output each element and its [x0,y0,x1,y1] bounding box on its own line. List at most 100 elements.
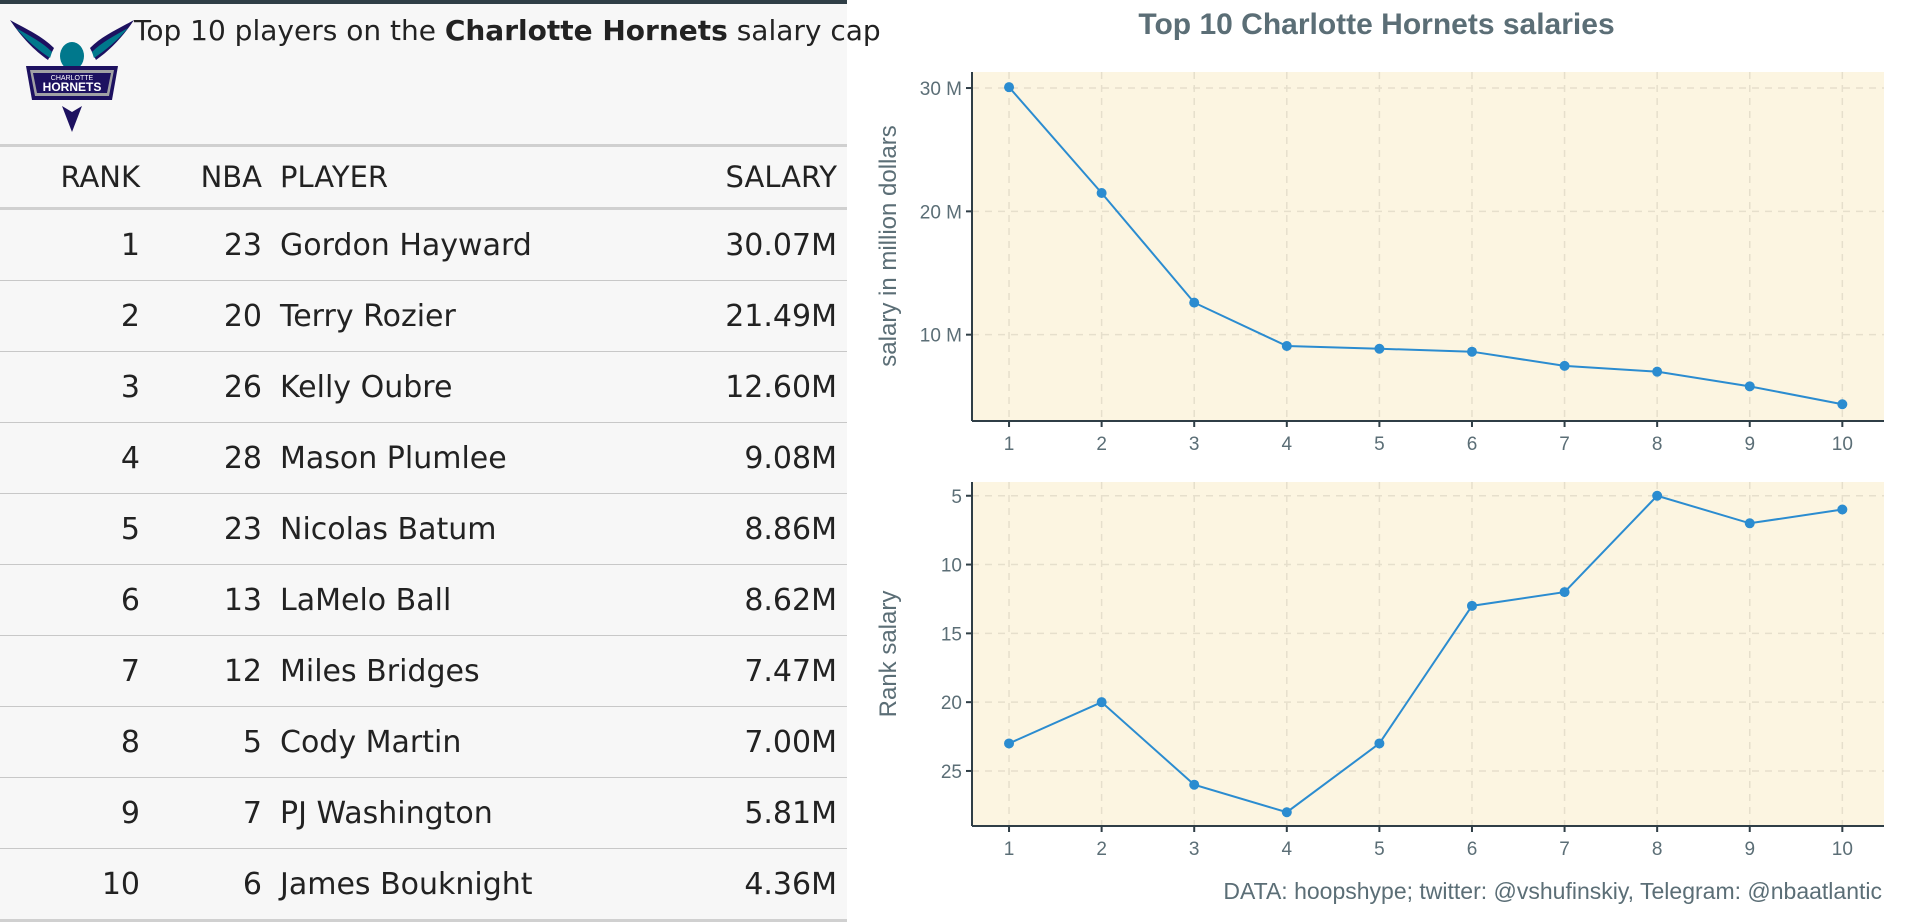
salary-ylabel: salary in million dollars [875,125,902,366]
hornets-logo: CHARLOTTE HORNETS [10,20,134,132]
salary-data-point [1466,346,1477,357]
cell-rank: 10 [0,848,140,922]
cell-rank: 8 [0,706,140,778]
salary-data-point [1837,399,1848,410]
cell-salary: 5.81M [637,777,847,849]
table-header-row: RANK NBA PLAYER SALARY [0,144,847,210]
cell-player: LaMelo Ball [280,564,637,636]
rank-data-point [1004,738,1015,749]
cell-rank: 6 [0,564,140,636]
salary-data-point [1652,366,1663,377]
salary-data-point [1374,343,1385,354]
rank-ytick-label: 15 [941,624,962,645]
charts-panel: Top 10 Charlotte Hornets salaries 10 M 20… [847,0,1906,919]
salary-data-point [1559,360,1570,371]
salary-table: RANK NBA PLAYER SALARY 1 23 Gordon Haywa… [0,144,847,922]
salary-xtick-label: 10 [1832,434,1853,455]
salary-xtick-label: 4 [1282,434,1293,455]
rank-xtick-label: 7 [1559,839,1570,860]
cell-player: Cody Martin [280,706,637,778]
salary-xtick-label: 8 [1652,434,1663,455]
rank-data-point [1096,697,1107,708]
cell-player: Terry Rozier [280,280,637,352]
rank-xtick-label: 8 [1652,839,1663,860]
cell-rank: 2 [0,280,140,352]
cell-rank: 1 [0,208,140,281]
rank-data-point [1837,504,1848,515]
data-source-caption: DATA: hoopshype; twitter: @vshufinskiy, … [1223,878,1882,904]
table-row: 10 6 James Bouknight 4.36M [0,848,847,922]
salary-xtick-label: 2 [1096,434,1107,455]
cell-salary: 8.86M [637,493,847,565]
table-title: Top 10 players on the Charlotte Hornets … [134,14,881,47]
cell-salary: 30.07M [637,208,847,281]
rank-xtick-label: 1 [1004,839,1015,860]
salary-data-point [1096,187,1107,198]
salary-data-point [1281,341,1292,352]
rank-xtick-label: 3 [1189,839,1200,860]
table-row: 1 23 Gordon Hayward 30.07M [0,208,847,281]
table-row: 6 13 LaMelo Ball 8.62M [0,564,847,636]
rank-data-point [1559,587,1570,598]
salary-xtick-label: 9 [1744,434,1755,455]
cell-nba: 23 [140,208,280,281]
table-row: 7 12 Miles Bridges 7.47M [0,635,847,707]
cell-rank: 3 [0,351,140,423]
cell-player: James Bouknight [280,848,637,922]
salary-ytick-label: 10 M [920,326,962,347]
rank-plot-background [972,482,1884,826]
cell-salary: 7.00M [637,706,847,778]
column-header-player: PLAYER [280,144,637,210]
rank-xtick-label: 10 [1832,839,1853,860]
rank-line-chart: 5 10 15 20 25 1 2 3 4 5 6 7 8 9 10 Rank salary [875,482,1884,860]
cell-nba: 26 [140,351,280,423]
cell-nba: 12 [140,635,280,707]
rank-ytick-label: 25 [941,762,962,783]
team-name: Charlotte Hornets [444,14,728,47]
rank-data-point [1744,518,1755,529]
table-row: 3 26 Kelly Oubre 12.60M [0,351,847,423]
cell-salary: 4.36M [637,848,847,922]
salary-ytick-label: 30 M [920,79,962,100]
salary-xtick-label: 1 [1004,434,1015,455]
cell-player: Nicolas Batum [280,493,637,565]
column-header-rank: RANK [0,144,140,210]
rank-xtick-label: 6 [1467,839,1478,860]
rank-data-point [1466,600,1477,611]
cell-rank: 9 [0,777,140,849]
salary-plot-background [972,72,1884,421]
cell-salary: 9.08M [637,422,847,494]
cell-salary: 8.62M [637,564,847,636]
cell-nba: 5 [140,706,280,778]
rank-ytick-label: 5 [951,487,962,508]
table-row: 5 23 Nicolas Batum 8.86M [0,493,847,565]
cell-nba: 20 [140,280,280,352]
rank-xtick-label: 9 [1744,839,1755,860]
svg-text:HORNETS: HORNETS [43,80,102,94]
rank-data-point [1189,779,1200,790]
rank-xtick-label: 2 [1096,839,1107,860]
rank-data-point [1652,490,1663,501]
cell-nba: 7 [140,777,280,849]
rank-series-line [1008,494,1843,814]
salary-data-point [1189,297,1200,308]
rank-xtick-label: 5 [1374,839,1385,860]
cell-salary: 7.47M [637,635,847,707]
cell-salary: 21.49M [637,280,847,352]
cell-rank: 5 [0,493,140,565]
cell-player: Kelly Oubre [280,351,637,423]
rank-ytick-label: 10 [941,556,962,577]
cell-nba: 28 [140,422,280,494]
cell-rank: 7 [0,635,140,707]
table-row: 4 28 Mason Plumlee 9.08M [0,422,847,494]
salary-data-point [1744,381,1755,392]
rank-xtick-label: 4 [1282,839,1293,860]
rank-ylabel: Rank salary [875,591,902,718]
cell-nba: 13 [140,564,280,636]
table-row: 9 7 PJ Washington 5.81M [0,777,847,849]
table-row: 2 20 Terry Rozier 21.49M [0,280,847,352]
column-header-nba: NBA [140,144,280,210]
table-row: 8 5 Cody Martin 7.00M [0,706,847,778]
column-header-salary: SALARY [637,144,847,210]
cell-player: Mason Plumlee [280,422,637,494]
